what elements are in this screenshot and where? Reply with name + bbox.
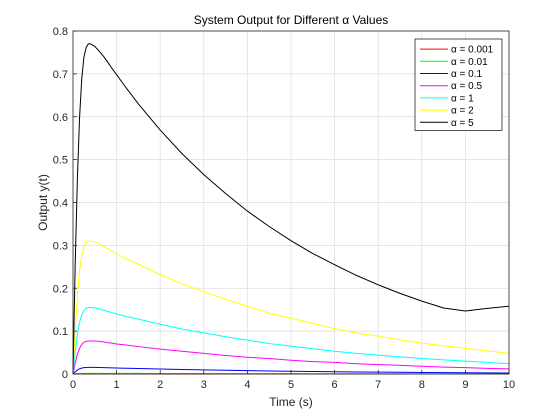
ticks: 0 1 2 3 4 5 6 7 8 9 10 0 0.1 0.2 0.3 0.4 0.5 0.6 0.7 0.8 [53,26,515,391]
y-tick-label: 0.1 [53,326,68,338]
series-line [72,43,510,375]
y-tick-label: 0.2 [53,283,68,295]
legend-label: α = 0.1 [451,69,483,80]
series-line [72,340,510,375]
chart-title: System Output for Different α Values [194,13,389,27]
x-axis-label: Time (s) [269,395,313,409]
series-line [72,240,510,375]
x-tick-label: 1 [114,379,120,391]
x-tick-label: 7 [375,379,381,391]
y-tick-label: 0.8 [53,26,68,38]
series-line [72,366,510,375]
legend-box [414,38,503,131]
x-tick-label: 8 [419,379,425,391]
y-tick-label: 0.5 [53,155,68,167]
legend-label: α = 2 [451,106,474,117]
x-tick-label: 0 [70,379,76,391]
legend-label: α = 5 [451,118,474,129]
x-tick-label: 3 [201,379,207,391]
x-tick-label: 6 [332,379,338,391]
series-line [72,307,510,375]
y-tick-label: 0.6 [53,112,68,124]
y-tick-label: 0.7 [53,69,68,81]
x-tick-label: 9 [462,379,468,391]
y-axis-label: Output y(t) [36,174,50,231]
x-tick-label: 5 [288,379,294,391]
legend-label: α = 1 [451,93,474,104]
legend-label: α = 0.001 [451,45,494,56]
x-tick-label: 10 [503,379,515,391]
y-tick-label: 0.4 [53,198,68,210]
y-tick-label: 0.3 [53,240,68,252]
x-tick-label: 4 [244,379,250,391]
legend-label: α = 0.01 [451,57,488,68]
x-tick-label: 2 [157,379,163,391]
y-tick-label: 0 [62,369,68,381]
legend-label: α = 0.5 [451,81,483,92]
